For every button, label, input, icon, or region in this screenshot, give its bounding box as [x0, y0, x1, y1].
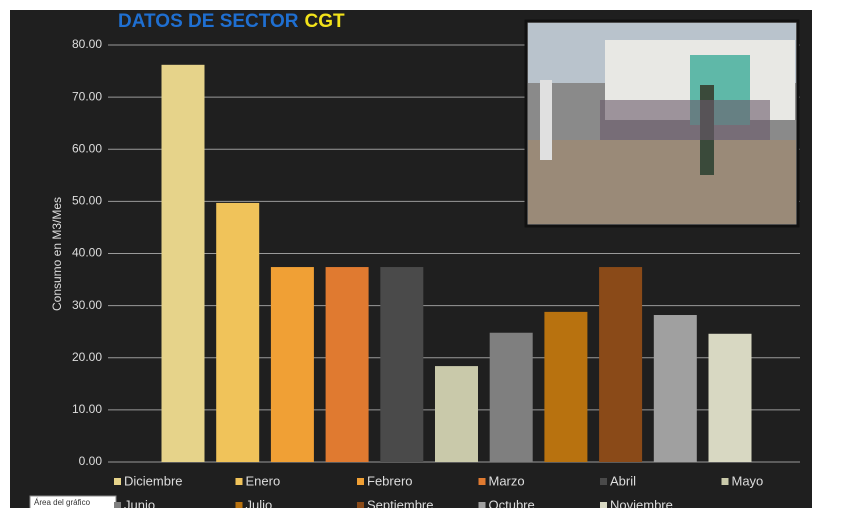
bar [708, 333, 752, 462]
legend-swatch [114, 502, 121, 508]
bar [489, 332, 533, 462]
y-tick-label: 50.00 [72, 194, 102, 208]
legend-label: Noviembre [610, 497, 673, 508]
legend-label: Marzo [489, 473, 525, 488]
legend-label: Enero [246, 473, 281, 488]
legend-label: Septiembre [367, 497, 433, 508]
legend-swatch [478, 502, 486, 508]
y-axis-label: Consumo en M3/Mes [50, 197, 64, 311]
bar [325, 267, 369, 462]
legend-swatch [478, 478, 486, 485]
y-tick-label: 70.00 [72, 89, 102, 103]
legend-swatch [721, 478, 729, 485]
y-tick-label: 10.00 [72, 402, 102, 416]
y-tick-label: 0.00 [79, 454, 103, 468]
legend-label: Diciembre [124, 473, 183, 488]
bar [380, 267, 424, 462]
bar [161, 64, 205, 463]
bar [216, 202, 260, 462]
bar [599, 267, 643, 462]
legend-label: Febrero [367, 473, 413, 488]
legend-label: Julio [246, 497, 273, 508]
title-main: DATOS DE SECTOR [118, 11, 299, 32]
y-tick-label: 60.00 [72, 141, 102, 155]
bar [270, 267, 314, 462]
legend-swatch [600, 478, 607, 485]
y-tick-label: 20.00 [72, 350, 102, 364]
legend-swatch [600, 502, 607, 508]
legend-swatch [114, 478, 121, 485]
y-tick-label: 30.00 [72, 298, 102, 312]
y-tick-label: 80.00 [72, 37, 102, 51]
bar [653, 315, 697, 462]
legend-swatch [357, 478, 364, 485]
legend-swatch [235, 478, 243, 485]
tooltip: Área del gráfico [34, 498, 91, 507]
legend-label: Octubre [489, 497, 535, 508]
legend-swatch [357, 502, 364, 508]
legend-swatch [235, 502, 243, 508]
chart-title: DATOS DE SECTOR CGT [118, 11, 345, 32]
legend-label: Junio [124, 497, 155, 508]
bar [435, 366, 478, 462]
y-tick-label: 40.00 [72, 246, 102, 260]
plot-area: 0.00 10.00 20.00 30.00 40.00 50.00 60.00 70.00 8… [72, 37, 800, 468]
bar [544, 311, 588, 462]
photo [524, 19, 800, 228]
title-highlight: CGT [305, 11, 346, 32]
legend-label: Abril [610, 473, 636, 488]
legend-label: Mayo [732, 473, 764, 488]
